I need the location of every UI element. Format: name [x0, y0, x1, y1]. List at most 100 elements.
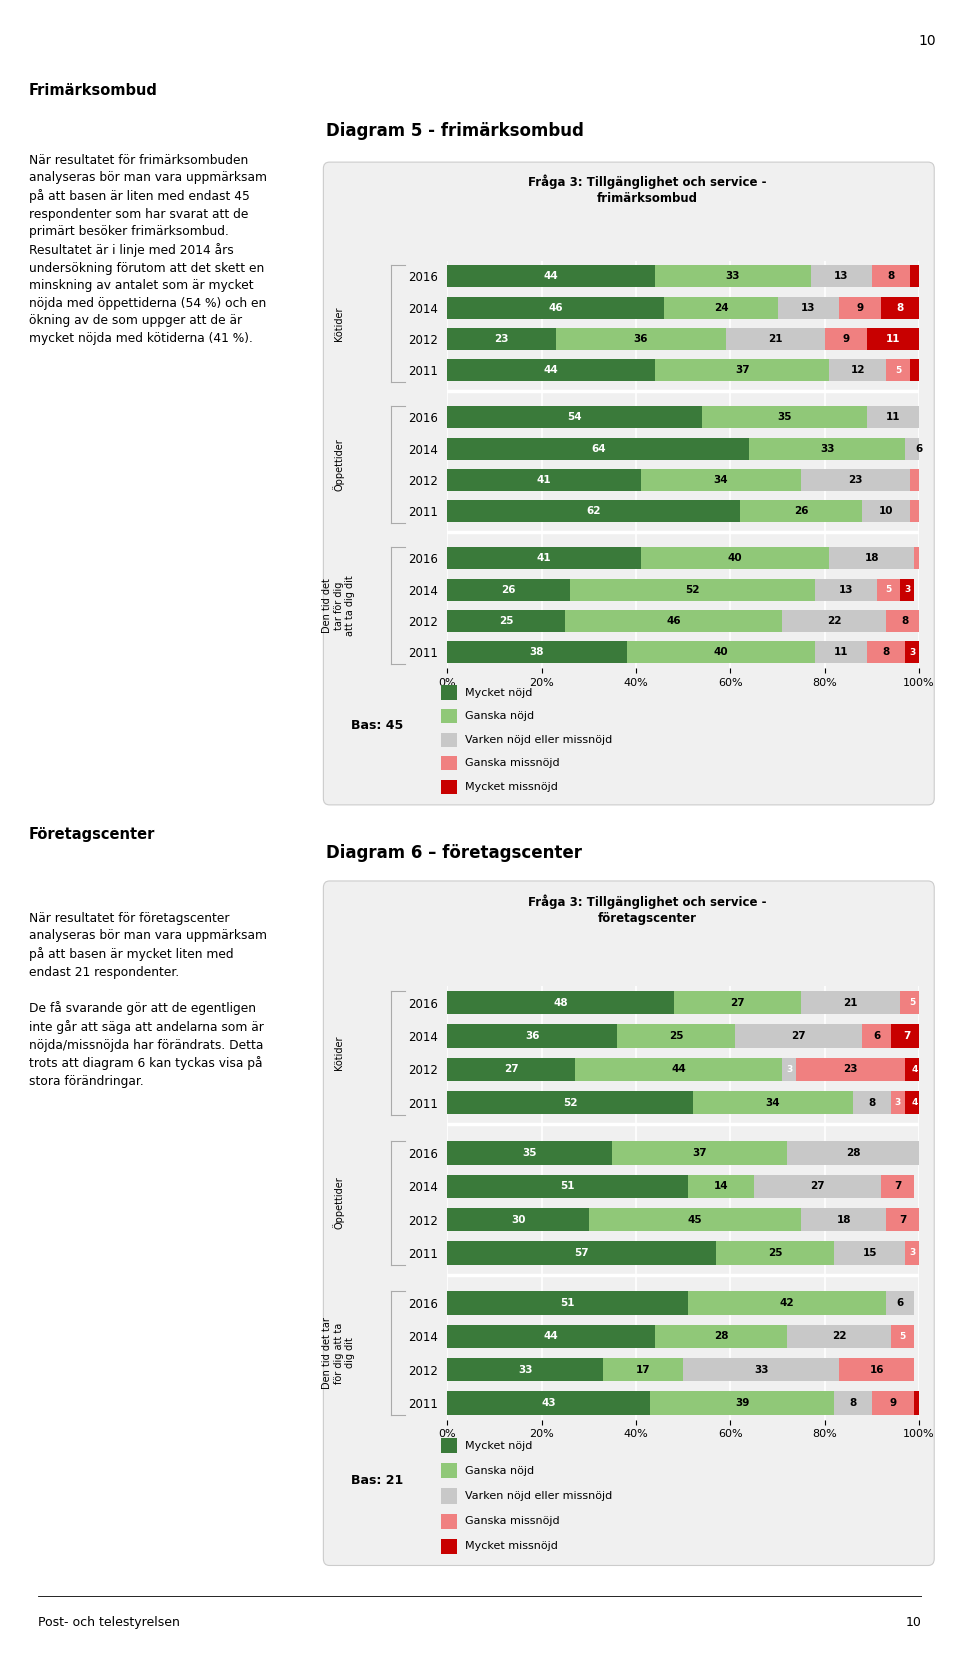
Bar — [735, 1025, 862, 1048]
Bar — [862, 501, 910, 522]
Bar — [716, 1241, 834, 1265]
Text: 35: 35 — [522, 1147, 538, 1157]
Text: 25: 25 — [499, 617, 514, 626]
Text: 8: 8 — [850, 1398, 856, 1408]
Text: 22: 22 — [831, 1331, 846, 1341]
Bar — [447, 1324, 655, 1349]
Text: 33: 33 — [518, 1365, 533, 1375]
Bar — [905, 438, 933, 460]
Text: Post- och telestyrelsen: Post- och telestyrelsen — [38, 1617, 180, 1630]
Bar — [447, 438, 749, 460]
Bar — [447, 992, 674, 1015]
Text: Kötider: Kötider — [334, 306, 344, 341]
Text: 33: 33 — [820, 443, 834, 453]
Bar — [447, 1392, 650, 1415]
Text: 17: 17 — [636, 1365, 651, 1375]
Bar — [876, 579, 900, 600]
Bar — [612, 1141, 787, 1164]
Bar — [447, 469, 640, 491]
Bar — [447, 1359, 603, 1382]
Bar — [565, 610, 782, 631]
Bar — [802, 1208, 886, 1231]
Text: Ganska nöjd: Ganska nöjd — [466, 711, 535, 721]
Text: 13: 13 — [839, 585, 853, 595]
Text: 41: 41 — [537, 474, 551, 484]
Text: 44: 44 — [543, 365, 559, 375]
Bar — [834, 1392, 872, 1415]
Text: 9: 9 — [843, 334, 850, 344]
Text: 11: 11 — [886, 334, 900, 344]
Text: 3: 3 — [909, 1248, 915, 1258]
Text: 22: 22 — [827, 617, 842, 626]
Text: 54: 54 — [567, 412, 582, 423]
Bar — [447, 407, 702, 428]
Text: 7: 7 — [894, 1182, 901, 1192]
Text: 33: 33 — [754, 1365, 768, 1375]
Text: 57: 57 — [574, 1248, 589, 1258]
Text: Diagram 6 – företagscenter: Diagram 6 – företagscenter — [326, 845, 583, 861]
Bar — [655, 266, 810, 288]
Bar — [867, 407, 919, 428]
Text: 13: 13 — [834, 271, 849, 281]
Text: 8: 8 — [897, 302, 904, 312]
Bar — [442, 1514, 457, 1529]
Bar — [447, 1141, 612, 1164]
Bar — [640, 469, 802, 491]
Bar — [905, 1241, 919, 1265]
Bar — [905, 1091, 924, 1114]
Bar — [886, 1291, 914, 1314]
Text: Kötider: Kötider — [334, 1035, 344, 1069]
Text: 4: 4 — [911, 1098, 918, 1108]
Text: Fråga 3: Tillgänglighet och service -
frimärksombud: Fråga 3: Tillgänglighet och service - fr… — [528, 175, 766, 205]
Bar — [442, 1488, 457, 1504]
Bar — [881, 298, 919, 319]
Text: 46: 46 — [666, 617, 681, 626]
Text: 11: 11 — [834, 648, 849, 658]
Text: 35: 35 — [778, 412, 792, 423]
Bar — [447, 1058, 575, 1081]
Text: 40: 40 — [713, 648, 729, 658]
Text: 36: 36 — [525, 1031, 540, 1041]
Text: 23: 23 — [849, 474, 863, 484]
Bar — [570, 579, 815, 600]
Bar — [447, 1175, 688, 1198]
Text: Mycket nöjd: Mycket nöjd — [466, 688, 533, 698]
Text: 34: 34 — [713, 474, 729, 484]
Text: 5: 5 — [909, 998, 915, 1007]
FancyBboxPatch shape — [324, 162, 934, 805]
Text: 39: 39 — [735, 1398, 750, 1408]
Bar — [810, 266, 872, 288]
Bar — [914, 1392, 919, 1415]
Bar — [910, 266, 919, 288]
Bar — [886, 610, 924, 631]
Text: 8: 8 — [868, 1098, 876, 1108]
Bar — [442, 686, 457, 699]
Text: 46: 46 — [548, 302, 564, 312]
Bar — [627, 641, 815, 663]
Text: 3: 3 — [909, 648, 915, 656]
Text: 15: 15 — [862, 1248, 876, 1258]
Text: Diagram 5 - frimärksombud: Diagram 5 - frimärksombud — [326, 122, 585, 139]
Bar — [839, 298, 881, 319]
Bar — [447, 547, 640, 569]
Bar — [754, 1175, 881, 1198]
Text: 8: 8 — [882, 648, 890, 658]
Text: 41: 41 — [537, 554, 551, 564]
Bar — [782, 1058, 797, 1081]
Text: Öppettider: Öppettider — [333, 438, 345, 491]
Text: 34: 34 — [765, 1098, 780, 1108]
Bar — [867, 641, 905, 663]
Text: 23: 23 — [494, 334, 509, 344]
Text: 27: 27 — [504, 1065, 518, 1074]
Text: Frimärksombud: Frimärksombud — [29, 83, 157, 98]
Text: 3: 3 — [786, 1065, 793, 1074]
Text: 6: 6 — [873, 1031, 880, 1041]
Bar — [905, 1058, 924, 1081]
Text: 48: 48 — [553, 998, 568, 1008]
Text: 21: 21 — [844, 998, 858, 1008]
Bar — [910, 359, 919, 382]
Text: 9: 9 — [890, 1398, 897, 1408]
Bar — [575, 1058, 782, 1081]
Text: 27: 27 — [791, 1031, 806, 1041]
Bar — [447, 1291, 688, 1314]
